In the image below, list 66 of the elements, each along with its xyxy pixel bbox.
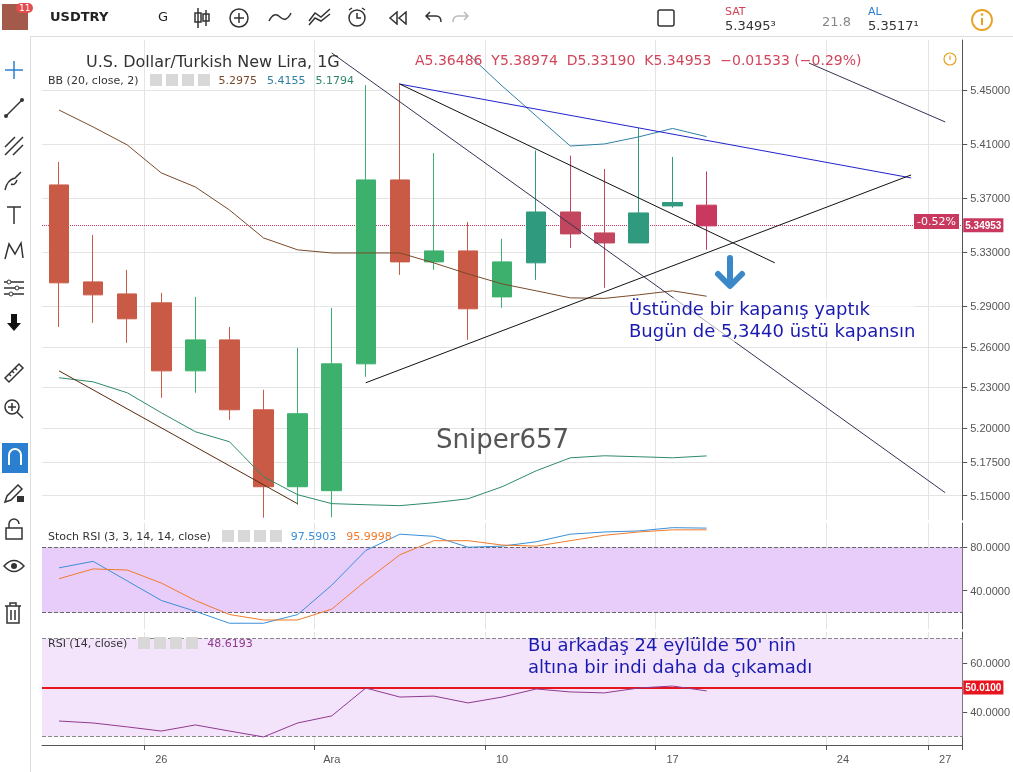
text: 21.8: [822, 14, 851, 29]
text: U.S. Dollar/Turkish New Lira, 1G: [86, 52, 340, 71]
candlestick: [321, 307, 342, 518]
annotation: -0.52%: [914, 214, 959, 229]
candlestick: [458, 221, 478, 341]
annotation: Üstünde bir kapanış yaptık Bugün de 5,3440 üstü kapansın: [629, 298, 916, 342]
y-tick-label: 5.15000: [970, 489, 1010, 502]
text: 5.3495³: [725, 18, 776, 33]
candlestick: [526, 149, 546, 281]
candlestick: [492, 238, 512, 309]
candlestick: [83, 234, 103, 324]
x-tick-label: 27: [939, 752, 952, 765]
annotation: 5.1794: [315, 74, 354, 87]
y-tick-label: 5.37000: [970, 192, 1010, 205]
annotation: 5.2975: [218, 74, 257, 87]
ref-line-label: 5.34953: [965, 219, 1002, 231]
y-tick-label: 5.23000: [970, 381, 1010, 394]
y-tick-label: 5.17500: [970, 455, 1010, 468]
legend-title: Stoch RSI (3, 3, 14, 14, close): [48, 530, 211, 543]
text: 11: [16, 3, 34, 13]
candlestick: [185, 296, 206, 394]
annotation: Sniper657: [435, 424, 571, 454]
y-tick-label: 40.0000: [970, 705, 1010, 718]
text: AL: [868, 5, 882, 18]
candlestick: [390, 82, 410, 276]
annotation: 97.5903: [290, 530, 337, 543]
candlestick: [49, 161, 69, 328]
text: G: [158, 9, 169, 24]
y-tick-label: 5.33000: [970, 246, 1010, 259]
candlestick: [253, 389, 274, 519]
line-series: [58, 685, 708, 738]
legend-title: RSI (14, close): [48, 637, 128, 650]
candlestick: [662, 156, 683, 209]
candlestick: [628, 127, 649, 244]
y-tick-label: 5.26000: [970, 340, 1010, 353]
y-tick-label: 5.45000: [970, 84, 1010, 97]
x-tick-label: 17: [666, 752, 679, 765]
y-tick-label: 5.20000: [970, 422, 1010, 435]
y-tick-label: 60.0000: [970, 657, 1010, 670]
y-tick-label: 5.41000: [970, 138, 1010, 151]
candlestick: [287, 347, 308, 506]
x-tick-label: Ara: [323, 752, 342, 765]
annotation: Bu arkadaş 24 eylülde 50' nin altına bir indi daha da çıkamadı: [528, 634, 813, 678]
candlestick: [151, 292, 172, 399]
x-tick-label: 24: [836, 752, 850, 765]
text: SAT: [725, 5, 746, 18]
x-tick-label: 26: [155, 752, 168, 765]
y-tick-label: 40.0000: [970, 584, 1010, 597]
candlestick: [117, 269, 137, 344]
annotation: 5.4155: [267, 74, 306, 87]
line-series: [58, 377, 708, 507]
ref-line-label: 50.0100: [965, 682, 1002, 693]
annotation: 48.6193: [207, 637, 253, 650]
line-series: [58, 109, 708, 299]
text: 5.3517¹: [868, 18, 919, 33]
y-tick-label: 80.0000: [970, 541, 1010, 554]
candlestick: [356, 84, 376, 378]
candlestick: [219, 326, 240, 421]
y-tick-label: 5.29000: [970, 300, 1010, 313]
candlestick: [424, 152, 444, 271]
text: USDTRY: [50, 9, 109, 24]
annotation: 95.9998: [346, 530, 392, 543]
x-tick-label: 10: [495, 752, 509, 765]
legend-title: BB (20, close, 2): [48, 74, 139, 87]
candlestick: [594, 168, 615, 289]
candlestick: [560, 155, 581, 249]
